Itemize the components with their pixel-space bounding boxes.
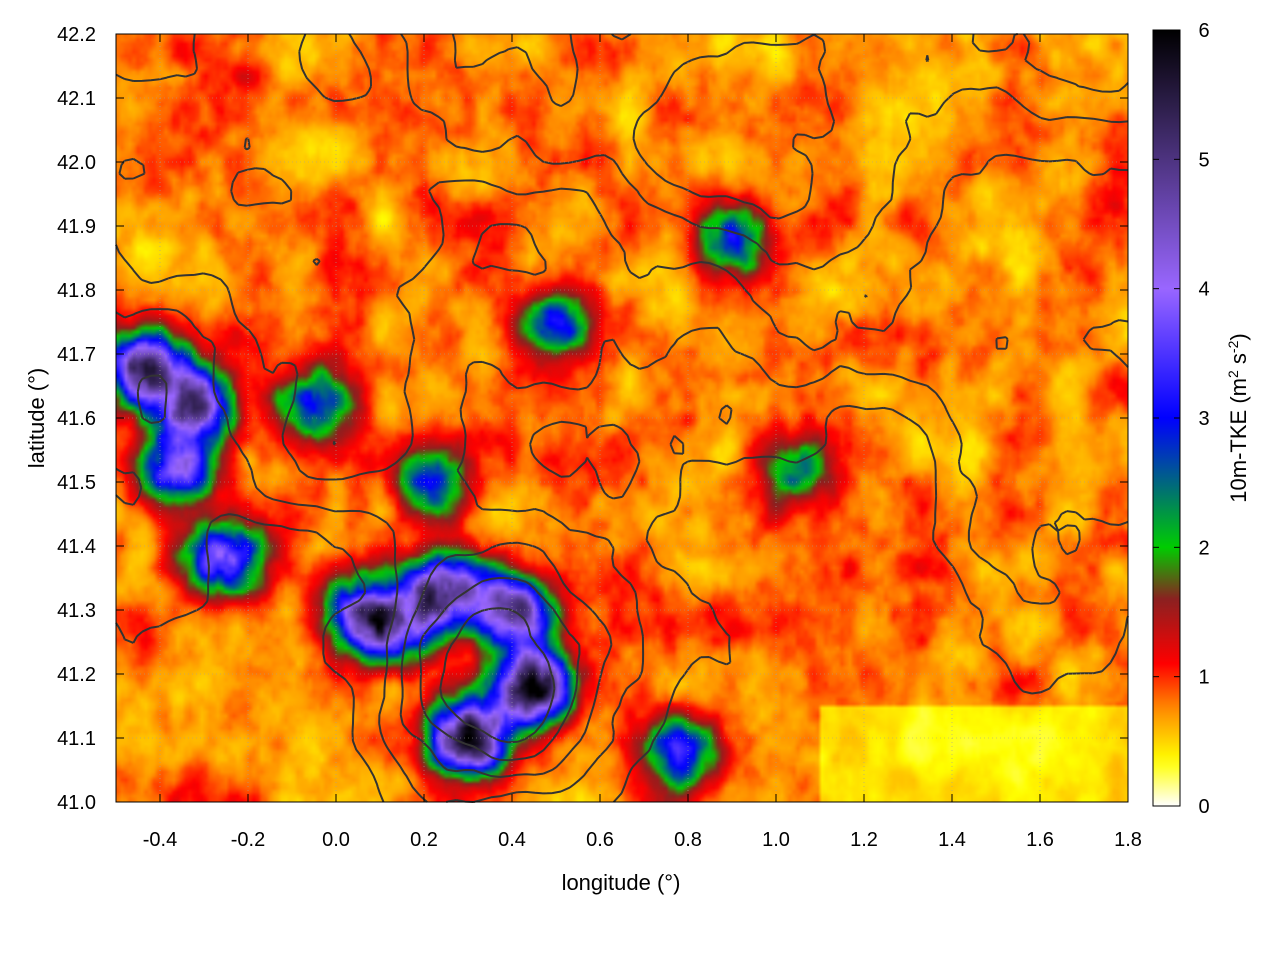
y-tick-label: 41.0 — [57, 792, 96, 814]
y-axis-ticks: 41.0 41.1 41.2 41.3 41.4 41.5 41.6 41.7 41.8 41.9… — [57, 24, 1128, 814]
contour-line — [115, 374, 1129, 803]
x-tick-label: 0.0 — [322, 829, 350, 851]
contour-line — [115, 223, 1129, 803]
colorbar-tick-label: 1 — [1198, 667, 1209, 689]
y-tick-label: 42.2 — [57, 24, 96, 46]
x-axis-label: longitude (°) — [562, 870, 681, 895]
y-tick-label: 41.7 — [57, 344, 96, 366]
x-tick-label: 1.6 — [1026, 829, 1054, 851]
y-tick-label: 41.6 — [57, 408, 96, 430]
colorbar-ticks: 0 1 2 3 4 5 6 — [1153, 20, 1210, 818]
contour-line — [115, 33, 1129, 778]
colorbar-tick-label: 0 — [1198, 796, 1209, 818]
terrain-contours — [115, 33, 1129, 803]
y-tick-label: 41.1 — [57, 728, 96, 750]
colorbar-tick-label: 6 — [1198, 20, 1209, 42]
x-tick-label: -0.4 — [143, 829, 177, 851]
y-tick-label: 41.2 — [57, 664, 96, 686]
x-tick-label: 0.4 — [498, 829, 526, 851]
x-tick-label: 0.2 — [410, 829, 438, 851]
y-tick-label: 41.5 — [57, 472, 96, 494]
x-axis-ticks: -0.4 -0.2 0.0 0.2 0.4 0.6 0.8 1.0 1.2 1.4 1.6 1.8 — [143, 34, 1142, 851]
x-tick-label: -0.2 — [231, 829, 265, 851]
colorbar-tick-label: 4 — [1198, 279, 1209, 301]
contour-line — [439, 33, 1129, 744]
x-tick-label: 0.8 — [674, 829, 702, 851]
y-axis-label: latitude (°) — [24, 368, 49, 469]
y-tick-label: 42.0 — [57, 152, 96, 174]
y-tick-label: 41.4 — [57, 536, 96, 558]
x-tick-label: 1.4 — [938, 829, 966, 851]
y-tick-label: 41.8 — [57, 280, 96, 302]
x-tick-label: 1.8 — [1114, 829, 1142, 851]
colorbar-tick-label: 5 — [1198, 149, 1209, 171]
colorbar-tick-label: 2 — [1198, 537, 1209, 559]
colorbar-label: 10m-TKE (m2 s-2) — [1225, 333, 1251, 502]
x-tick-label: 0.6 — [586, 829, 614, 851]
y-tick-label: 42.1 — [57, 88, 96, 110]
contour-line — [115, 33, 1129, 762]
grid-lines — [116, 34, 1128, 802]
y-tick-label: 41.3 — [57, 600, 96, 622]
x-tick-label: 1.0 — [762, 829, 790, 851]
colorbar-tick-label: 3 — [1198, 408, 1209, 430]
y-tick-label: 41.9 — [57, 216, 96, 238]
x-tick-label: 1.2 — [850, 829, 878, 851]
